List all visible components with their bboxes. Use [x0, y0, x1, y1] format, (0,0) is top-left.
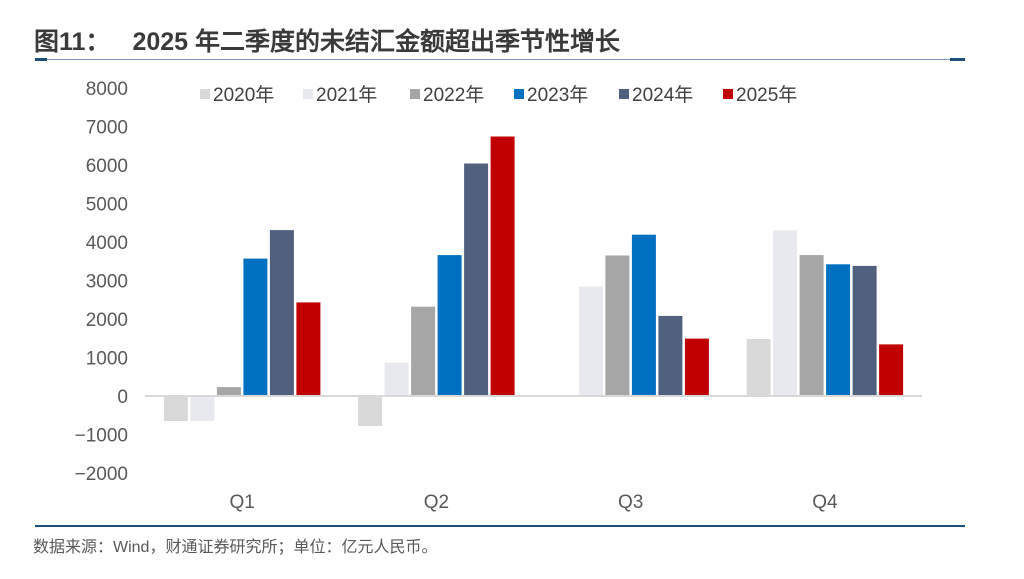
bar-q3-2022 — [605, 255, 630, 396]
figure-title: 图11： 2025 年二季度的未结汇金额超出季节性增长 — [34, 22, 620, 58]
x-tick-label: Q2 — [424, 492, 449, 513]
bar-q1-2020 — [163, 396, 188, 421]
x-tick-label: Q4 — [812, 492, 838, 513]
y-tick-label: 4000 — [86, 233, 128, 254]
bar-q2-2022 — [411, 306, 436, 396]
legend-label: 2025年 — [736, 84, 797, 106]
legend-swatch — [303, 89, 313, 99]
legend-label: 2022年 — [423, 84, 484, 106]
bar-q2-2025 — [490, 136, 515, 396]
x-tick-label: Q1 — [229, 492, 254, 513]
header-rule-accent-left — [35, 58, 47, 61]
y-tick-label: 2000 — [86, 310, 128, 331]
bar-q1-2021 — [190, 396, 215, 421]
legend-swatch — [619, 89, 629, 99]
bar-q4-2023 — [826, 264, 851, 396]
bar-q3-2024 — [658, 315, 683, 396]
y-tick-label: 5000 — [86, 195, 128, 216]
bar-chart: 8000 7000 6000 5000 4000 3000 2000 1000 0 −1000 −2… — [75, 79, 922, 513]
legend-label: 2020年 — [213, 84, 274, 106]
header-rule-accent-right — [950, 58, 965, 61]
header-rule — [35, 59, 965, 60]
bar-q3-2025 — [684, 338, 709, 396]
legend-swatch — [410, 89, 420, 99]
bar-q1-2023 — [243, 258, 268, 396]
bar-q4-2022 — [799, 255, 824, 396]
bar-q3-2021 — [578, 286, 603, 396]
legend-label: 2021年 — [316, 84, 377, 106]
bar-q1-2024 — [269, 230, 294, 396]
source-note: 数据来源：Wind，财通证券研究所；单位：亿元人民币。 — [33, 539, 438, 556]
figure-label: 图11： — [34, 28, 111, 56]
footer-rule — [35, 525, 965, 527]
y-tick-label: 6000 — [86, 156, 128, 177]
legend-swatch — [514, 89, 524, 99]
bar-q1-2022 — [216, 387, 241, 396]
bar-q4-2021 — [773, 230, 798, 396]
y-axis: 8000 7000 6000 5000 4000 3000 2000 1000 0 −1000 −2… — [75, 79, 128, 485]
y-tick-label: 3000 — [86, 272, 128, 293]
bar-q2-2021 — [384, 362, 409, 396]
bar-q1-2025 — [296, 302, 321, 396]
legend-label: 2024年 — [632, 84, 693, 106]
y-tick-label: 7000 — [86, 118, 128, 139]
legend-label: 2023年 — [527, 84, 588, 106]
y-tick-label: −2000 — [75, 464, 128, 485]
y-tick-label: 0 — [117, 387, 128, 408]
x-tick-label: Q3 — [618, 492, 643, 513]
y-tick-label: 1000 — [86, 349, 128, 370]
bar-q2-2024 — [464, 163, 489, 396]
x-axis: Q1 Q2 Q3 Q4 — [229, 492, 838, 513]
y-tick-label: −1000 — [75, 426, 128, 447]
bar-q4-2025 — [879, 344, 904, 396]
y-tick-label: 8000 — [86, 79, 128, 100]
legend-swatch — [200, 89, 210, 99]
bar-q4-2020 — [746, 339, 771, 396]
legend: 2020年 2021年 2022年 2023年 2024年 2025年 — [200, 84, 797, 106]
bar-q3-2023 — [631, 234, 656, 396]
figure-title-text: 2025 年二季度的未结汇金额超出季节性增长 — [132, 28, 621, 56]
legend-swatch — [723, 89, 733, 99]
bar-q2-2023 — [437, 255, 462, 396]
bar-q4-2024 — [852, 265, 877, 396]
bars — [163, 136, 904, 426]
bar-q2-2020 — [358, 396, 383, 426]
